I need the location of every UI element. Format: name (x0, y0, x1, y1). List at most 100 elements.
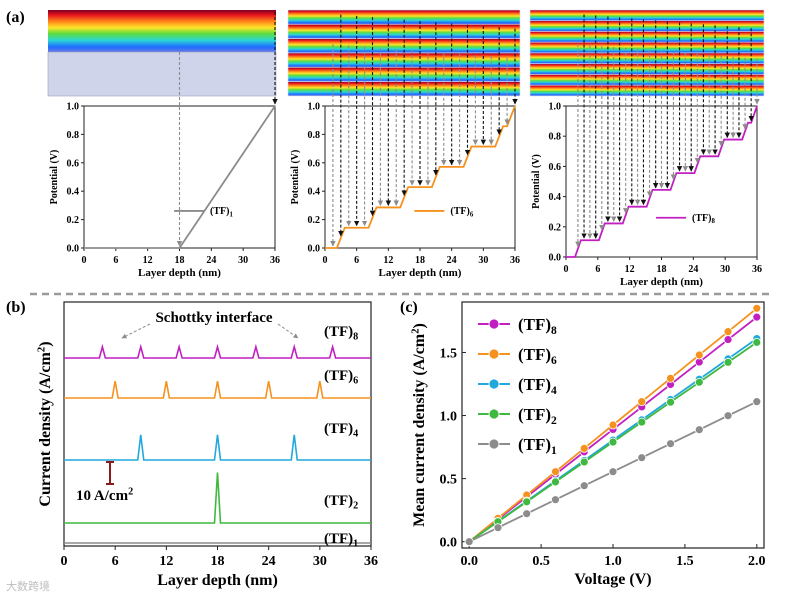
legend-label: (TF)2 (518, 405, 557, 427)
y-axis-label: Potential (V) (531, 154, 542, 209)
y-axis-label: Potential (V) (49, 150, 60, 205)
series-line (64, 343, 371, 359)
y-tick-label: 0.2 (549, 222, 562, 233)
layer-colorbar (287, 9, 521, 97)
data-point (637, 417, 647, 427)
data-point (666, 373, 675, 383)
gradient-band (287, 81, 521, 97)
scale-bar-label: 10 A/cm2 (76, 486, 133, 504)
gradient-band (529, 9, 765, 22)
data-point (608, 437, 618, 447)
y-tick-label: 0.4 (549, 192, 562, 203)
substrate-band (47, 51, 277, 97)
gradient-band (529, 52, 765, 65)
x-tick-label: 24 (447, 255, 457, 266)
panel-label-b: (b) (6, 299, 26, 316)
y-tick-label: 0.8 (308, 130, 321, 141)
data-point (522, 497, 532, 507)
layer-colorbar (47, 10, 277, 97)
schottky-annotation: Schottky interface (155, 310, 272, 326)
potential-line (84, 105, 276, 249)
data-point (694, 377, 704, 387)
x-axis-label: Layer depth (nm) (138, 267, 221, 279)
series-(TF)8: (TF)8 (464, 312, 762, 547)
x-tick-label: 36 (752, 264, 762, 275)
data-point (637, 397, 647, 407)
x-tick-label: 30 (720, 264, 730, 275)
potential-panel-2: 0 6 12 18 24 30 36 0.0 0.2 0.4 0.6 0.8 1.0 Layer dept… (287, 9, 521, 279)
series-label: (TF)4 (324, 421, 358, 440)
gradient-band (48, 10, 276, 52)
legend-marker (488, 378, 500, 390)
x-tick-label: 0 (323, 255, 328, 266)
x-tick-label: 0 (82, 255, 87, 266)
x-tick-label: 30 (238, 255, 248, 266)
y-tick-label: 1.0 (549, 102, 562, 113)
data-point (579, 481, 589, 491)
y-tick-label: 0.8 (549, 132, 562, 143)
legend-label: (TF)1 (518, 435, 557, 457)
data-point (752, 397, 762, 407)
x-tick-label: 1.0 (604, 554, 622, 569)
x-tick-label: 36 (364, 554, 378, 569)
potential-panel-1: 0 6 12 18 24 30 36 0.0 0.2 0.4 0.6 0.8 1.0 Layer dept… (47, 10, 280, 279)
data-point (579, 443, 589, 453)
data-point (666, 439, 675, 449)
x-tick-label: 18 (415, 255, 425, 266)
x-axis-label: Layer depth (nm) (379, 267, 462, 279)
y-tick-label: 0.0 (549, 253, 562, 264)
x-tick-label: 2.0 (748, 554, 766, 569)
data-point (464, 537, 474, 547)
data-point (666, 397, 675, 407)
y-tick-label: 0.0 (308, 244, 321, 255)
data-point (694, 350, 704, 360)
x-tick-label: 6 (354, 255, 359, 266)
series-label: (TF)6 (324, 368, 358, 387)
y-tick-label: 1.0 (67, 102, 80, 113)
x-tick-label: 36 (510, 255, 520, 266)
y-axis-label: Current density (A/cm2) (36, 341, 55, 506)
potential-panel-3: 0 6 12 18 24 30 36 0.0 0.2 0.4 0.6 0.8 1.0 Layer dept… (529, 9, 765, 288)
legend-label: (TF)8 (518, 315, 557, 337)
series-line (64, 381, 371, 399)
x-tick-label: 6 (113, 255, 118, 266)
x-axis-label: Layer depth (nm) (157, 572, 278, 589)
x-tick-label: 1.5 (676, 554, 694, 569)
mean-current-panel: 0.0 0.5 1.0 1.5 2.0 0.0 0.5 1.0 1.5 Voltage (V) Me… (410, 301, 766, 588)
y-tick-label: 0.0 (440, 536, 458, 551)
x-axis-label: Layer depth (nm) (620, 276, 703, 288)
data-point (723, 411, 733, 421)
gradient-band (529, 41, 765, 54)
legend-marker (488, 438, 500, 450)
x-tick-label: 0.5 (532, 554, 550, 569)
panel-label-c: (c) (400, 299, 418, 316)
gradient-band (287, 67, 521, 82)
watermark: 大数跨境 (6, 580, 50, 593)
y-tick-label: 1.0 (440, 410, 458, 425)
y-tick-label: 1.0 (308, 102, 321, 113)
potential-line (566, 105, 758, 258)
legend-marker (488, 348, 500, 360)
x-tick-label: 0.0 (460, 554, 478, 569)
layer-colorbar (529, 9, 765, 97)
y-tick-label: 0.5 (440, 473, 458, 488)
data-point (637, 453, 647, 463)
panel-label-a: (a) (6, 9, 25, 26)
data-point (723, 327, 733, 337)
gradient-band (529, 74, 765, 86)
legend-marker (488, 318, 500, 330)
gradient-band (529, 84, 765, 97)
y-tick-label: 0.2 (67, 215, 80, 226)
legend-label: (TF)1 (210, 206, 233, 218)
series-(TF)2: (TF)2 (464, 337, 762, 547)
x-tick-label: 0 (61, 554, 68, 569)
data-point (752, 312, 762, 322)
data-point (579, 457, 589, 467)
series-(TF)6: (TF)6 (464, 303, 762, 547)
data-point (551, 477, 560, 487)
y-axis-label: Mean current density (A/cm2) (410, 323, 429, 527)
data-point (493, 523, 503, 533)
data-point (723, 335, 733, 344)
x-axis-label: Voltage (V) (574, 571, 651, 588)
y-tick-label: 0.6 (549, 162, 562, 173)
